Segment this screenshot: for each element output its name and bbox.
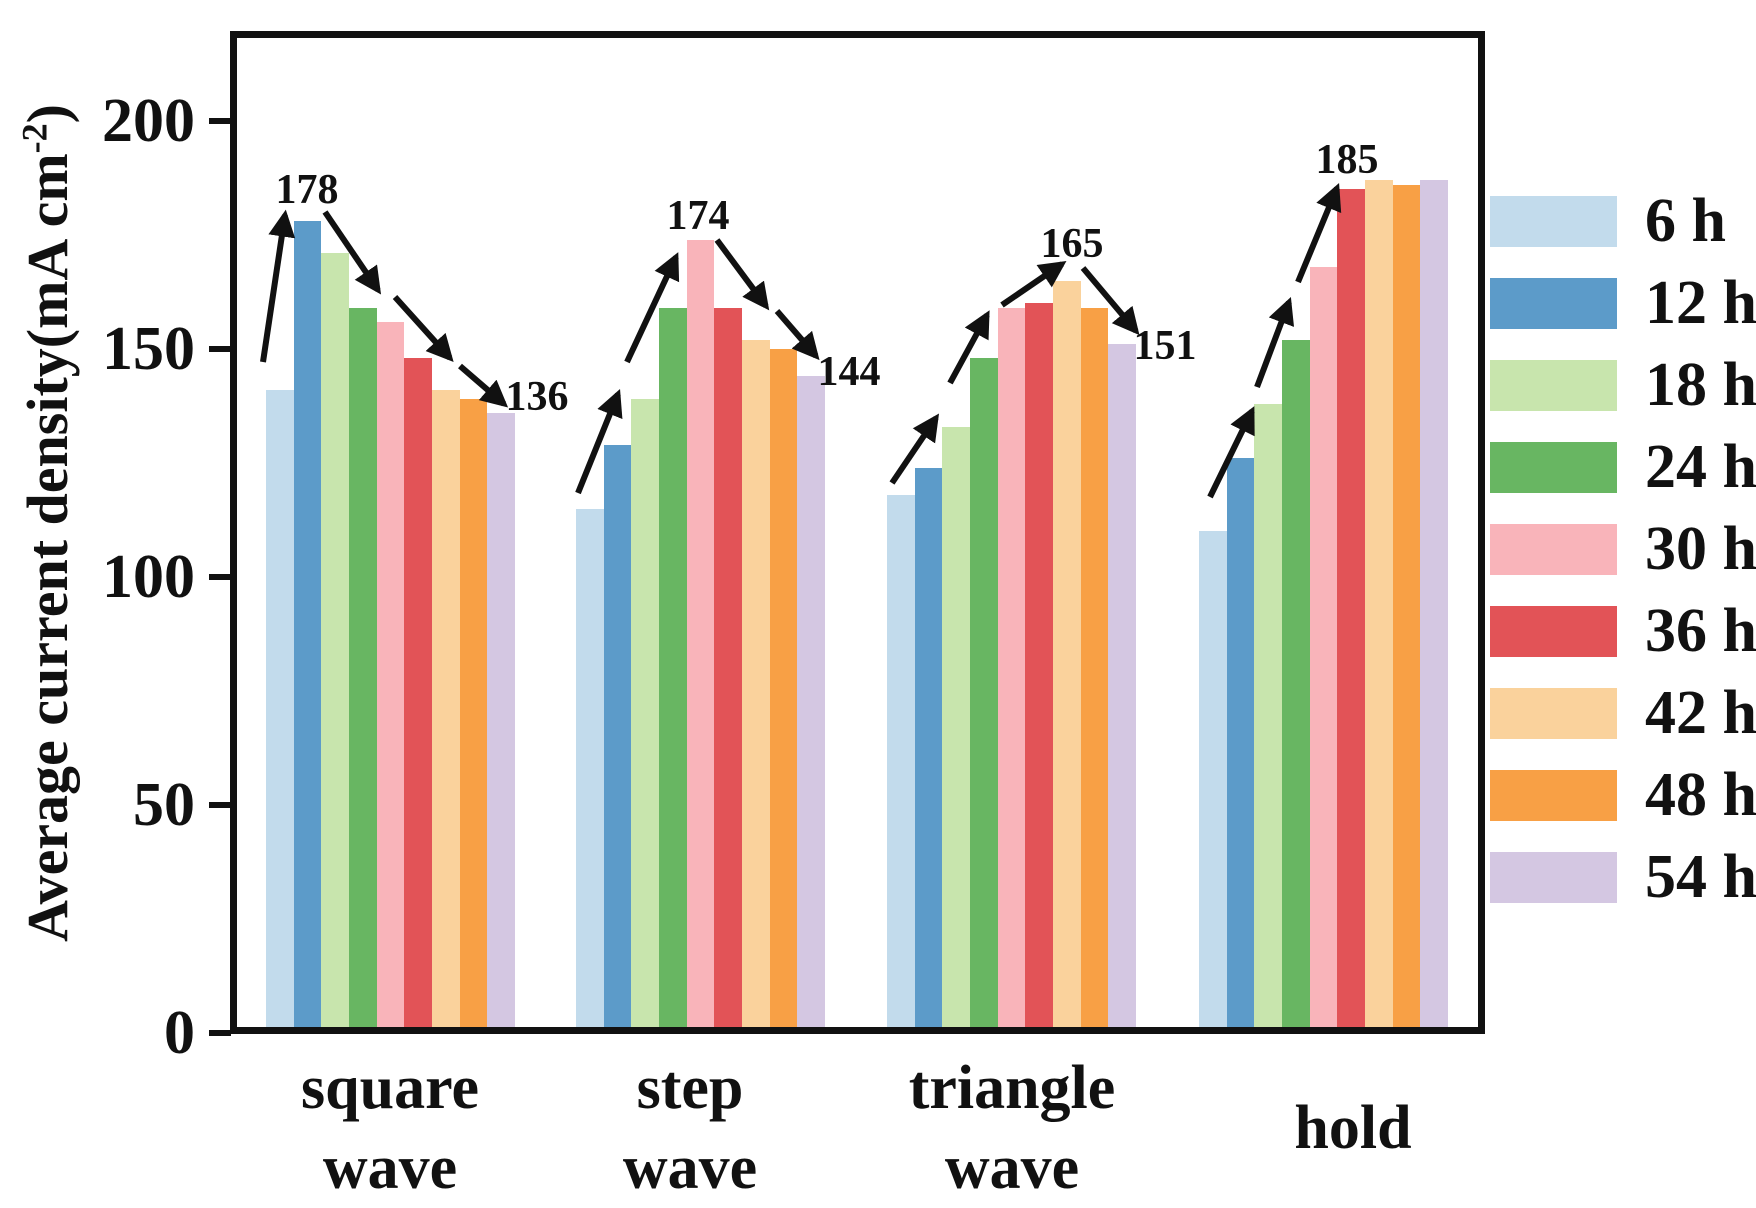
x-label-line: hold — [1294, 1094, 1412, 1162]
bar-hold-54-h — [1420, 180, 1448, 1027]
legend-label-48-h: 48 h — [1645, 761, 1756, 829]
legend-label-18-h: 18 h — [1645, 351, 1756, 419]
legend-swatch-12-h — [1490, 277, 1617, 329]
bar-hold-30-h — [1309, 266, 1338, 1027]
legend-swatch-42-h — [1490, 687, 1617, 739]
bar-step-wave-24-h — [658, 307, 687, 1027]
legend-swatch-18-h — [1490, 359, 1617, 411]
bar-step-wave-6-h — [576, 508, 604, 1027]
y-tick-mark-50 — [209, 802, 231, 808]
legend-item-36-h: 36 h — [1490, 600, 1756, 662]
bar-triangle-wave-36-h — [1025, 303, 1053, 1027]
legend-item-30-h: 30 h — [1490, 518, 1756, 580]
legend: 6 h 12 h 18 h 24 h 30 h 36 h 42 h 48 h 54 h — [1490, 190, 1756, 908]
x-label-hold: hold — [1153, 1048, 1553, 1208]
y-tick-label-0: 0 — [164, 999, 195, 1067]
bar-hold-12-h — [1226, 458, 1255, 1027]
legend-item-42-h: 42 h — [1490, 682, 1756, 744]
legend-swatch-36-h — [1490, 605, 1617, 657]
bar-hold-48-h — [1392, 184, 1421, 1027]
legend-swatch-24-h — [1490, 441, 1617, 493]
bar-square-wave-54-h — [487, 412, 515, 1027]
bar-step-wave-36-h — [714, 307, 742, 1027]
legend-label-42-h: 42 h — [1645, 679, 1756, 747]
bar-hold-18-h — [1254, 403, 1282, 1027]
bar-hold-42-h — [1364, 180, 1393, 1027]
legend-item-54-h: 54 h — [1490, 846, 1756, 908]
x-label-line: step — [636, 1054, 744, 1122]
legend-swatch-48-h — [1490, 769, 1617, 821]
bar-step-wave-42-h — [741, 339, 770, 1027]
y-tick-label-200: 200 — [102, 87, 195, 155]
annotation-hold-peak: 185 — [1315, 137, 1379, 183]
legend-item-18-h: 18 h — [1490, 354, 1756, 416]
bar-square-wave-48-h — [459, 399, 488, 1027]
legend-item-12-h: 12 h — [1490, 272, 1756, 334]
x-label-line: wave — [622, 1134, 758, 1202]
y-tick-mark-200 — [209, 118, 231, 124]
annotation-square-end: 136 — [505, 374, 569, 420]
x-label-line: square — [300, 1054, 479, 1122]
bar-square-wave-24-h — [348, 307, 377, 1027]
annotation-step-end: 144 — [817, 349, 881, 395]
legend-item-48-h: 48 h — [1490, 764, 1756, 826]
bar-triangle-wave-30-h — [997, 307, 1026, 1027]
legend-label-36-h: 36 h — [1645, 597, 1756, 665]
y-tick-label-150: 150 — [102, 315, 195, 383]
bar-triangle-wave-6-h — [887, 494, 915, 1027]
annotation-step-peak: 174 — [666, 193, 730, 239]
bar-hold-36-h — [1337, 189, 1365, 1027]
x-label-line: wave — [322, 1134, 458, 1202]
legend-label-24-h: 24 h — [1645, 433, 1756, 501]
x-label-line: triangle — [908, 1054, 1116, 1122]
bar-hold-6-h — [1199, 531, 1227, 1027]
y-tick-label-50: 50 — [133, 771, 195, 839]
x-label-line: wave — [944, 1134, 1080, 1202]
y-tick-label-100: 100 — [102, 543, 195, 611]
bar-step-wave-12-h — [603, 444, 632, 1027]
annotation-square-peak: 178 — [275, 167, 339, 213]
bar-step-wave-30-h — [686, 239, 715, 1027]
plot-area — [230, 31, 1485, 1034]
bar-triangle-wave-48-h — [1080, 307, 1109, 1027]
legend-swatch-6-h — [1490, 195, 1617, 247]
bar-triangle-wave-18-h — [942, 426, 970, 1027]
bar-square-wave-12-h — [293, 221, 322, 1027]
y-tick-mark-0 — [209, 1030, 231, 1036]
annotation-triangle-peak: 165 — [1040, 221, 1104, 267]
legend-item-6-h: 6 h — [1490, 190, 1756, 252]
annotation-triangle-end: 151 — [1133, 323, 1197, 369]
x-label-step-wave: step wave — [490, 1048, 890, 1208]
bar-step-wave-48-h — [769, 349, 798, 1027]
bar-step-wave-54-h — [797, 376, 825, 1027]
legend-label-6-h: 6 h — [1645, 187, 1726, 255]
x-label-square-wave: square wave — [190, 1048, 590, 1208]
x-label-triangle-wave: triangle wave — [812, 1048, 1212, 1208]
legend-item-24-h: 24 h — [1490, 436, 1756, 498]
legend-label-54-h: 54 h — [1645, 843, 1756, 911]
legend-label-30-h: 30 h — [1645, 515, 1756, 583]
bar-square-wave-18-h — [321, 253, 349, 1027]
bar-square-wave-42-h — [431, 390, 460, 1027]
y-tick-mark-100 — [209, 574, 231, 580]
legend-swatch-54-h — [1490, 851, 1617, 903]
legend-swatch-30-h — [1490, 523, 1617, 575]
bar-hold-24-h — [1281, 339, 1310, 1027]
bar-triangle-wave-12-h — [914, 467, 943, 1027]
bar-triangle-wave-42-h — [1052, 280, 1081, 1027]
bar-square-wave-30-h — [376, 321, 405, 1027]
y-tick-mark-150 — [209, 346, 231, 352]
bar-triangle-wave-24-h — [969, 358, 998, 1027]
bar-triangle-wave-54-h — [1108, 344, 1136, 1027]
bar-step-wave-18-h — [631, 399, 659, 1027]
bar-square-wave-36-h — [404, 358, 432, 1027]
bar-square-wave-6-h — [266, 390, 294, 1027]
legend-label-12-h: 12 h — [1645, 269, 1756, 337]
